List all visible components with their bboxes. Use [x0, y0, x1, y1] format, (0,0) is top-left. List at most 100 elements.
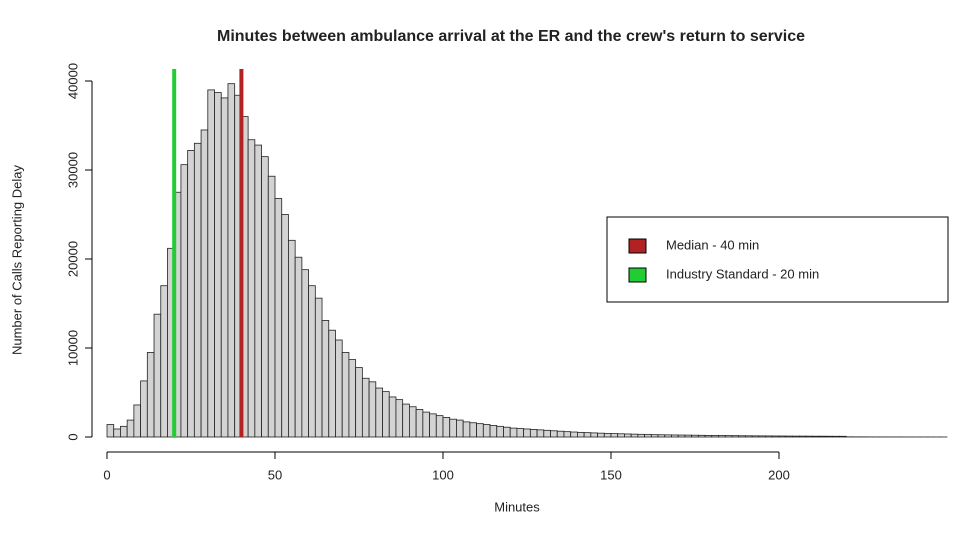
bar: [692, 435, 699, 437]
bar: [712, 435, 719, 437]
bar: [147, 352, 154, 437]
bar: [403, 404, 410, 437]
bar: [591, 433, 598, 437]
y-tick-label: 10000: [65, 330, 80, 366]
bar: [154, 314, 161, 437]
bar: [275, 198, 282, 437]
bar: [551, 431, 558, 437]
bar: [517, 429, 524, 437]
bar: [436, 416, 443, 437]
bar: [665, 435, 672, 437]
x-tick-label: 100: [432, 467, 454, 482]
bar: [786, 436, 793, 437]
bar: [826, 436, 833, 437]
bar: [443, 417, 450, 437]
bar: [497, 426, 504, 437]
bar: [127, 420, 134, 437]
bar: [302, 270, 309, 437]
bar: [470, 423, 477, 437]
bar: [215, 93, 222, 437]
bar: [658, 435, 665, 437]
bar: [228, 84, 235, 437]
y-axis-label: Number of Calls Reporting Delay: [9, 164, 24, 355]
bar: [483, 425, 490, 437]
bar: [544, 430, 551, 437]
bar: [430, 414, 437, 437]
bar: [833, 436, 840, 437]
bar: [772, 436, 779, 437]
bar: [255, 145, 262, 437]
bar: [584, 433, 591, 437]
bar: [766, 436, 773, 437]
bar: [248, 140, 255, 437]
bar: [705, 435, 712, 437]
bar: [604, 433, 611, 437]
bar: [107, 425, 114, 437]
bar: [309, 286, 316, 437]
legend-swatch: [629, 239, 646, 253]
x-tick-label: 200: [768, 467, 790, 482]
legend-swatch: [629, 268, 646, 282]
bar: [819, 436, 826, 437]
bar: [631, 434, 638, 437]
bar: [651, 435, 658, 437]
bar: [349, 360, 356, 437]
legend-box: [607, 217, 948, 302]
bar: [362, 378, 369, 437]
legend-label: Median - 40 min: [666, 237, 759, 252]
y-tick-label: 40000: [65, 63, 80, 99]
bar: [685, 435, 692, 437]
bar: [450, 419, 457, 437]
legend-label: Industry Standard - 20 min: [666, 266, 819, 281]
y-tick-label: 30000: [65, 152, 80, 188]
bar: [335, 340, 342, 437]
bar: [141, 381, 148, 437]
bar: [571, 432, 578, 437]
bar: [745, 436, 752, 437]
x-tick-label: 0: [103, 467, 110, 482]
y-tick-label: 20000: [65, 241, 80, 277]
bar: [201, 130, 208, 437]
chart-title: Minutes between ambulance arrival at the…: [217, 28, 805, 45]
bar: [503, 427, 510, 437]
bar: [181, 165, 188, 437]
bar: [376, 388, 383, 437]
bar: [557, 431, 564, 437]
bar: [389, 397, 396, 437]
bar: [194, 143, 201, 437]
bar: [524, 429, 531, 437]
bar: [678, 435, 685, 437]
bar: [416, 409, 423, 437]
bar: [645, 435, 652, 437]
bar: [813, 436, 820, 437]
bar: [799, 436, 806, 437]
bar: [806, 436, 813, 437]
bar: [262, 157, 269, 437]
bar: [618, 434, 625, 437]
bar: [208, 90, 215, 437]
x-tick-label: 150: [600, 467, 622, 482]
bar: [221, 98, 228, 437]
bar: [537, 430, 544, 437]
bar: [409, 407, 416, 437]
bar: [577, 432, 584, 437]
bar: [530, 429, 537, 437]
bar: [752, 436, 759, 437]
bar: [759, 436, 766, 437]
bar: [490, 425, 497, 437]
bar: [114, 429, 121, 437]
bar: [356, 368, 363, 437]
bar: [510, 428, 517, 437]
bar: [295, 257, 302, 437]
bar: [611, 434, 618, 437]
bar: [288, 240, 295, 437]
bar: [564, 432, 571, 437]
x-tick-label: 50: [268, 467, 282, 482]
bar: [396, 400, 403, 437]
bar: [120, 426, 127, 437]
bar: [342, 352, 349, 437]
bar: [638, 434, 645, 437]
bar: [477, 424, 484, 437]
bar: [719, 436, 726, 437]
